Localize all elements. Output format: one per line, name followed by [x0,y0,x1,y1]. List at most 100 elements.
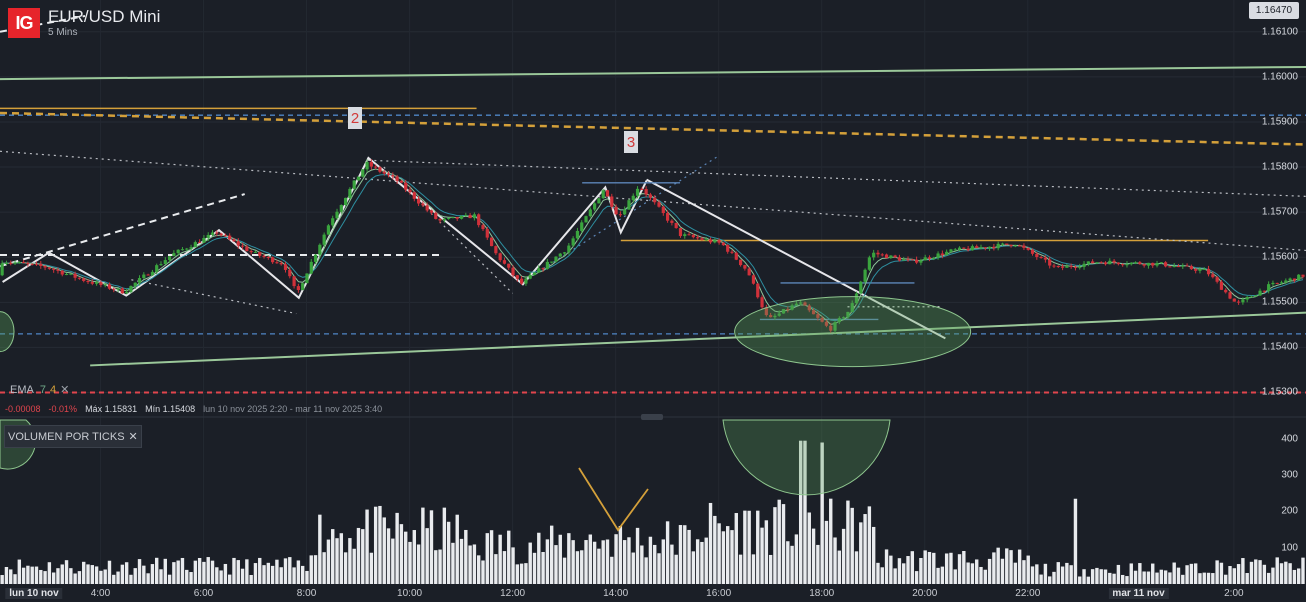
candle-body [146,274,150,276]
timeframe-label[interactable]: 5 Mins [48,27,78,38]
time-tick-label: 10:00 [397,588,423,599]
volume-bar [1142,571,1146,584]
dotted-trendline [131,279,297,315]
volume-bar [605,539,610,584]
candle-body [962,247,966,249]
volume-bar [1215,560,1219,584]
candle-body [210,232,215,235]
candle-body [936,253,940,258]
price-tick-label: 1.15900 [1261,116,1298,128]
volume-bar [64,560,69,584]
descending-trendline [646,178,946,340]
candle-body [1043,257,1048,260]
candle-body [837,318,841,323]
candle-body [940,253,944,256]
volume-bar [880,567,884,584]
volume-bar [957,554,962,584]
volume-bar [811,528,816,584]
volume-bar [395,512,399,584]
volume-bar [116,571,120,584]
volume-bar [571,540,575,584]
candle-body [1288,278,1292,281]
volume-bar [1262,564,1267,584]
volume-bar [1108,572,1112,584]
volume-bar [51,572,56,584]
candle-body [915,259,919,263]
volume-bar [1082,569,1086,584]
candle-body [1013,245,1017,247]
volume-bar [425,528,429,584]
candle-body [1022,245,1026,248]
candle-body [923,257,927,261]
candle-body [1005,243,1009,245]
candle-body [228,235,232,240]
support-zone-ellipse [0,311,15,353]
volume-bar [1129,563,1133,584]
wave-label-2[interactable]: 2 [348,107,362,129]
candle-body [966,248,970,251]
volume-bar [700,541,704,584]
volume-bar [9,569,13,584]
candle-body [17,261,21,263]
volume-bar [618,525,623,584]
volume-bar [429,510,434,584]
candle-body [356,176,361,181]
candle-body [623,209,627,215]
volume-bar [193,560,198,584]
remove-ema-icon[interactable]: ✕ [60,384,70,396]
volume-bar [889,555,893,584]
volume-bar [773,507,777,584]
wave-label-3[interactable]: 3 [624,131,638,153]
candle-body [1181,265,1185,267]
candle-body [82,278,86,281]
panel-resize-handle[interactable] [641,414,663,420]
volume-panel-header[interactable]: VOLUMEN POR TICKS ✕ [4,425,142,448]
ema-indicator-legend[interactable]: EMA 7 4 ✕ [10,383,69,396]
volume-bar [1017,549,1022,584]
volume-bar [485,533,489,584]
price-tick-label: 1.15800 [1261,161,1298,173]
candle-body [429,210,434,213]
candle-body [1060,266,1065,268]
candle-body [932,257,936,259]
volume-bar [137,559,142,584]
volume-bar [601,540,605,584]
time-tick-label: 18:00 [809,588,835,599]
volume-bar [1155,572,1159,584]
volume-bar [1009,550,1013,584]
candle-body [253,252,258,254]
candle-body [361,169,365,177]
volume-bar [1236,564,1241,584]
volume-bar [648,536,653,584]
volume-bar [167,574,172,584]
candle-body [554,256,558,262]
volume-bar [541,551,545,584]
volume-bar [223,563,228,584]
candle-body [180,249,185,251]
volume-bar [837,550,842,584]
candle-body [365,162,369,170]
volume-bar [691,551,696,584]
candle-body [1065,265,1069,268]
instrument-title[interactable]: EUR/USD Mini [48,7,161,26]
candle-body [781,309,786,314]
candle-body [468,215,472,219]
chart-grid [0,31,1306,418]
candle-body [537,268,541,273]
volume-bar [884,549,889,584]
candle-body [301,283,305,290]
volume-bar [476,555,481,584]
volume-bar [592,541,597,584]
volume-bar [30,566,34,584]
volume-bar [1168,572,1172,584]
volume-bar [747,510,751,584]
close-volume-icon[interactable]: ✕ [128,431,138,443]
volume-bar [1284,561,1288,584]
volume-bar [940,566,945,584]
volume-zone-ellipse [722,419,891,496]
candle-body [717,240,721,243]
volume-bar [524,563,528,584]
chart-drawings [0,15,1306,394]
candle-body [678,228,683,237]
